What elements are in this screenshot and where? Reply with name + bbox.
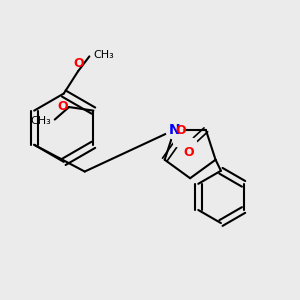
Text: N: N [169,123,180,137]
Point [172,128,177,132]
Text: O: O [57,100,68,113]
Text: O: O [175,124,186,137]
Point [177,137,182,142]
Point [188,142,193,146]
Text: CH₃: CH₃ [93,50,114,61]
Text: O: O [74,57,84,70]
Text: CH₃: CH₃ [31,116,51,126]
Text: O: O [183,146,194,160]
